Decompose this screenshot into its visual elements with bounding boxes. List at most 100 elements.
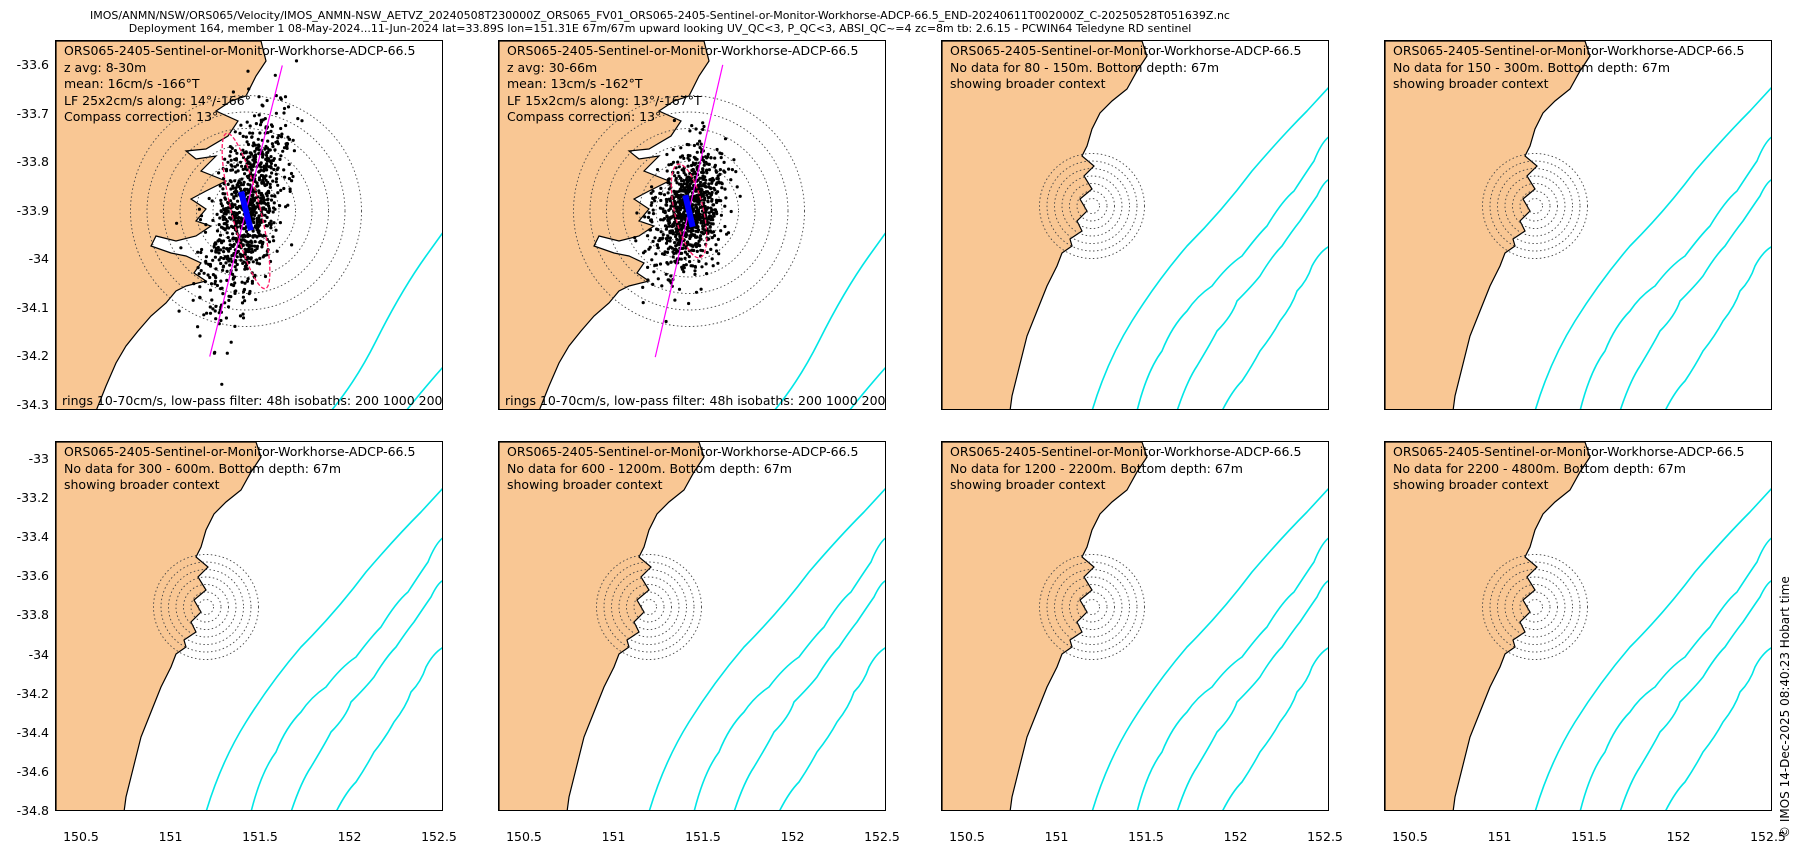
y-tick-label: -33.6	[16, 568, 49, 584]
velocity-point	[669, 162, 673, 166]
velocity-point	[260, 191, 264, 196]
velocity-point	[677, 232, 681, 236]
velocity-point	[249, 250, 253, 254]
coastline	[499, 41, 710, 409]
velocity-point	[704, 190, 708, 194]
velocity-point	[197, 207, 201, 211]
velocity-point	[282, 168, 286, 172]
velocity-point	[673, 201, 678, 205]
speed-ring	[596, 554, 702, 660]
velocity-point	[258, 131, 262, 135]
velocity-point	[656, 277, 660, 281]
velocity-point	[672, 251, 676, 256]
velocity-point	[723, 187, 727, 191]
velocity-point	[672, 189, 676, 193]
velocity-point	[708, 214, 712, 218]
velocity-point	[268, 185, 272, 189]
velocity-point	[225, 351, 229, 355]
velocity-point	[659, 198, 663, 203]
velocity-point	[688, 184, 692, 188]
isobath-line	[1665, 647, 1771, 810]
velocity-point	[653, 263, 657, 267]
x-tick-label: 150.5	[949, 829, 985, 844]
velocity-point	[720, 182, 724, 186]
velocity-point	[684, 231, 688, 235]
velocity-point	[274, 172, 278, 176]
velocity-point	[271, 135, 275, 139]
velocity-point	[199, 214, 204, 218]
velocity-point	[257, 262, 262, 266]
velocity-point	[669, 215, 673, 219]
panel-text-line: showing broader context	[507, 477, 663, 492]
velocity-point	[245, 240, 249, 244]
velocity-point	[709, 193, 713, 197]
speed-ring	[606, 128, 772, 294]
speed-ring	[1482, 153, 1588, 259]
velocity-point	[258, 240, 262, 244]
velocity-point	[269, 155, 273, 159]
velocity-point	[711, 176, 715, 181]
velocity-point	[676, 205, 680, 209]
velocity-point	[220, 286, 224, 290]
panel-annotation: ORS065-2405-Sentinel-or-Monitor-Workhors…	[507, 444, 858, 494]
panel-text-line: mean: 16cm/s -166°T	[64, 76, 200, 91]
panel-text-line: showing broader context	[950, 76, 1106, 91]
speed-ring	[1497, 168, 1573, 244]
velocity-point	[261, 255, 265, 259]
velocity-point	[258, 234, 262, 238]
velocity-point	[662, 210, 666, 214]
velocity-point	[262, 164, 266, 168]
velocity-point	[235, 206, 239, 210]
velocity-point	[690, 244, 695, 248]
velocity-point	[635, 211, 639, 215]
velocity-point	[229, 158, 233, 162]
y-tick-label: -33	[28, 451, 49, 466]
velocity-point	[710, 222, 714, 226]
velocity-point	[232, 275, 237, 279]
velocity-point	[709, 206, 713, 210]
panel-text-line: No data for 2200 - 4800m. Bottom depth: …	[1393, 460, 1686, 476]
velocity-point	[202, 271, 206, 275]
velocity-point	[235, 163, 240, 167]
velocity-point	[690, 180, 694, 184]
velocity-point	[211, 218, 215, 222]
velocity-point	[192, 282, 196, 286]
velocity-point	[671, 232, 675, 236]
velocity-point	[248, 131, 252, 135]
velocity-point	[242, 260, 246, 264]
velocity-point	[696, 183, 700, 187]
velocity-point	[700, 230, 704, 234]
velocity-point	[729, 178, 733, 182]
velocity-point	[717, 181, 721, 185]
velocity-point	[694, 205, 698, 209]
velocity-point	[250, 208, 254, 212]
velocity-point	[284, 123, 288, 128]
panel-annotation: ORS065-2405-Sentinel-or-Monitor-Workhors…	[507, 43, 858, 126]
velocity-point	[662, 193, 667, 197]
velocity-point	[260, 103, 264, 107]
velocity-point	[214, 304, 218, 308]
velocity-point	[699, 142, 703, 146]
velocity-point	[652, 270, 656, 274]
velocity-point	[242, 227, 246, 231]
panel-annotation: ORS065-2405-Sentinel-or-Monitor-Workhors…	[950, 444, 1301, 494]
velocity-point	[269, 226, 273, 230]
velocity-point	[674, 176, 678, 180]
velocity-point	[654, 252, 658, 256]
velocity-point	[685, 227, 689, 231]
velocity-point	[247, 292, 251, 296]
velocity-point	[240, 177, 244, 181]
velocity-point	[234, 186, 238, 190]
velocity-point	[241, 235, 245, 239]
isobath-line	[1176, 580, 1328, 810]
velocity-point	[714, 243, 718, 247]
velocity-point	[668, 224, 672, 228]
velocity-point	[265, 98, 269, 103]
velocity-point	[263, 274, 268, 279]
velocity-point	[686, 179, 690, 184]
velocity-point	[219, 279, 223, 283]
map-svg	[1385, 41, 1771, 409]
velocity-point	[244, 164, 248, 169]
velocity-point	[671, 160, 676, 164]
y-tick-label: -34.4	[16, 724, 49, 740]
